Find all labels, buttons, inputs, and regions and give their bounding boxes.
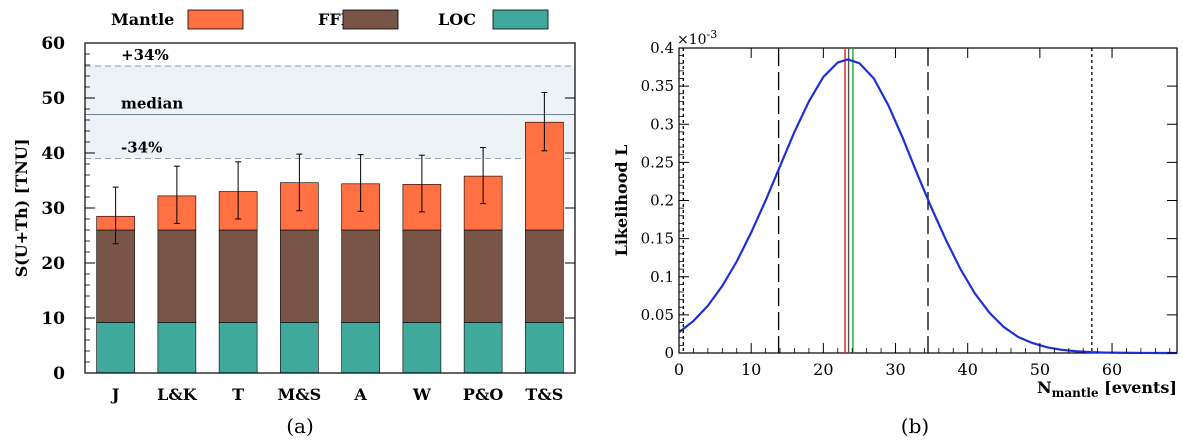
reference-label-2: -34% (121, 139, 162, 157)
reference-label-0: +34% (121, 46, 169, 64)
ytick-label-a-1: 10 (41, 309, 65, 329)
ytick-label-b-1: 0.05 (641, 306, 674, 324)
category-label-5: W (412, 385, 432, 404)
xtick-label-b-4: 40 (958, 360, 978, 379)
panel-a-bar-chart: +34% median -34% J L&K T M&S A W P&O T&S 0 10 20 30 40 5… (12, 9, 576, 438)
category-label-4: A (353, 385, 367, 404)
ytick-label-b-3: 0.15 (641, 230, 674, 248)
ytick-label-b-8: 0.4 (650, 39, 674, 57)
legend-swatch-loc (492, 9, 549, 30)
bar-ffl-6 (463, 229, 503, 323)
ytick-label-a-2: 20 (41, 254, 65, 274)
reference-label-1: median (121, 95, 183, 113)
bar-ffl-3 (280, 229, 319, 323)
bar-loc-6 (463, 322, 503, 374)
x-axis-label-b: Nmantle [events] (1037, 378, 1177, 400)
ytick-label-b-7: 0.35 (641, 77, 674, 95)
legend-label-mantle: Mantle (111, 10, 174, 29)
xtick-label-b-2: 20 (813, 360, 833, 379)
xtick-label-b-5: 50 (1030, 360, 1050, 379)
ytick-label-a-5: 50 (41, 89, 65, 109)
xtick-label-b-3: 30 (885, 360, 905, 379)
ytick-label-b-4: 0.2 (650, 192, 674, 210)
xtick-label-b-6: 60 (1102, 360, 1122, 379)
bar-ffl-0 (96, 229, 135, 323)
bar-loc-2 (218, 322, 258, 374)
bar-loc-1 (157, 322, 197, 374)
category-label-2: T (232, 385, 244, 404)
legend-label-loc: LOC (438, 10, 476, 29)
category-label-1: L&K (157, 385, 198, 404)
bar-loc-7 (525, 322, 564, 374)
y-exponent-b: ×10-3 (677, 28, 717, 48)
y-axis-label-a: S(U+Th) [TNU] (12, 139, 31, 278)
y-axis-label-b: Likelihood L (612, 145, 631, 257)
ytick-label-b-0: 0 (664, 344, 674, 362)
bar-ffl-5 (402, 229, 442, 323)
ytick-label-a-4: 40 (41, 144, 65, 164)
bar-ffl-7 (525, 229, 564, 323)
ytick-label-b-2: 0.1 (650, 268, 674, 286)
category-label-7: T&S (525, 385, 563, 404)
ytick-label-b-5: 0.25 (641, 153, 674, 171)
bar-ffl-1 (157, 229, 197, 323)
legend-swatch-mantle (187, 9, 244, 30)
category-label-3: M&S (278, 385, 322, 404)
likelihood-curve (678, 58, 1178, 355)
xtick-label-b-1: 10 (741, 360, 761, 379)
bar-loc-3 (280, 322, 319, 374)
xtick-label-b-0: 0 (674, 360, 684, 379)
bar-loc-5 (402, 322, 442, 374)
ytick-label-b-6: 0.3 (650, 115, 674, 133)
legend-swatch-ffl (342, 9, 399, 30)
bar-ffl-4 (341, 229, 380, 323)
caption-b: (b) (901, 414, 929, 438)
bar-loc-0 (96, 322, 135, 374)
category-label-0: J (110, 385, 120, 404)
ytick-label-a-3: 30 (41, 199, 65, 219)
category-label-6: P&O (463, 385, 503, 404)
ytick-label-a-0: 0 (53, 364, 65, 384)
percentile-band (85, 65, 575, 159)
caption-a: (a) (286, 414, 314, 438)
ytick-label-a-6: 60 (41, 34, 65, 54)
bar-loc-4 (341, 322, 380, 374)
bar-ffl-2 (218, 229, 258, 323)
panel-b-likelihood-chart: 0 10 20 30 40 50 60 0 0.05 0.1 0.15 0.2 0.25 0.3 0.35 0… (612, 28, 1178, 438)
